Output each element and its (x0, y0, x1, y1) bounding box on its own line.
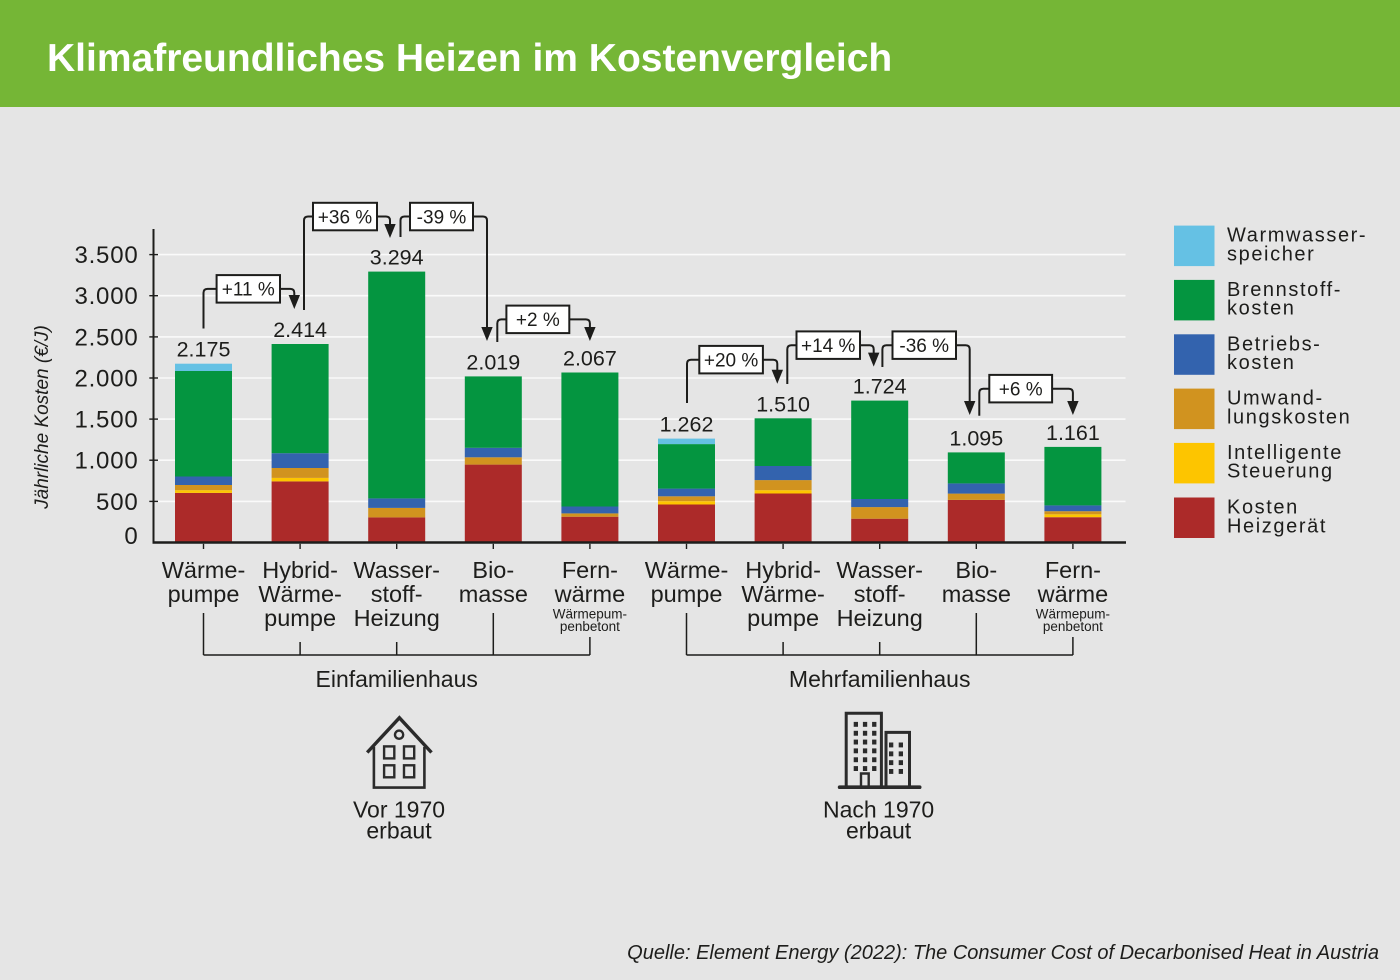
svg-text:Bio-: Bio- (472, 557, 514, 583)
svg-text:erbaut: erbaut (366, 818, 432, 844)
svg-text:pumpe: pumpe (651, 581, 723, 607)
svg-text:3.000: 3.000 (74, 283, 138, 310)
svg-text:Klimafreundliches Heizen im Ko: Klimafreundliches Heizen im Kostenvergle… (47, 37, 892, 80)
svg-text:Vor 1970: Vor 1970 (353, 797, 445, 823)
svg-text:Hybrid-: Hybrid- (262, 557, 338, 583)
svg-text:Umwand-: Umwand- (1227, 388, 1324, 410)
svg-text:Wärmepum-: Wärmepum- (553, 607, 627, 622)
svg-text:Wärme-: Wärme- (162, 557, 246, 583)
svg-text:Intelligente: Intelligente (1227, 442, 1343, 464)
svg-text:1.262: 1.262 (660, 413, 714, 437)
svg-text:Bio-: Bio- (955, 557, 997, 583)
svg-text:masse: masse (459, 581, 528, 607)
svg-text:Wärme-: Wärme- (741, 581, 825, 607)
svg-text:kosten: kosten (1227, 352, 1296, 374)
svg-text:+14 %: +14 % (801, 336, 856, 357)
svg-text:1.724: 1.724 (853, 375, 907, 399)
svg-text:Wasser-: Wasser- (353, 557, 440, 583)
svg-text:stoff-: stoff- (371, 581, 423, 607)
svg-text:pumpe: pumpe (747, 605, 819, 631)
svg-text:wärme: wärme (1037, 581, 1109, 607)
svg-text:Hybrid-: Hybrid- (745, 557, 821, 583)
svg-text:Fern-: Fern- (1045, 557, 1101, 583)
svg-text:-39 %: -39 % (417, 207, 467, 228)
svg-text:2.067: 2.067 (563, 347, 617, 371)
svg-text:pumpe: pumpe (168, 581, 240, 607)
svg-text:Nach 1970: Nach 1970 (823, 797, 934, 823)
svg-text:Wärme-: Wärme- (645, 557, 729, 583)
svg-text:+2 %: +2 % (516, 310, 560, 331)
svg-text:1.500: 1.500 (74, 407, 138, 434)
svg-text:Wasser-: Wasser- (836, 557, 923, 583)
svg-text:+36 %: +36 % (318, 207, 373, 228)
svg-text:Mehrfamilienhaus: Mehrfamilienhaus (789, 666, 971, 692)
svg-text:Quelle: Element Energy (2022):: Quelle: Element Energy (2022): The Consu… (627, 942, 1379, 964)
svg-text:Kosten: Kosten (1227, 497, 1299, 519)
svg-text:1.510: 1.510 (756, 392, 810, 416)
svg-text:penbetont: penbetont (560, 619, 620, 634)
svg-text:wärme: wärme (554, 581, 626, 607)
svg-text:2.019: 2.019 (466, 350, 520, 374)
svg-text:penbetont: penbetont (1043, 619, 1103, 634)
svg-text:Heizung: Heizung (837, 605, 923, 631)
svg-text:Heizgerät: Heizgerät (1227, 515, 1327, 537)
svg-text:stoff-: stoff- (854, 581, 906, 607)
svg-text:Einfamilienhaus: Einfamilienhaus (316, 666, 478, 692)
svg-text:Jährliche Kosten (€/J): Jährliche Kosten (€/J) (32, 325, 53, 510)
svg-text:1.161: 1.161 (1046, 421, 1100, 445)
svg-text:Wärmepum-: Wärmepum- (1036, 607, 1110, 622)
svg-text:2.000: 2.000 (74, 366, 138, 393)
svg-text:Betriebs-: Betriebs- (1227, 333, 1321, 355)
svg-text:-36 %: -36 % (899, 336, 949, 357)
svg-text:lungskosten: lungskosten (1227, 406, 1351, 428)
svg-text:Steuerung: Steuerung (1227, 461, 1334, 483)
svg-text:kosten: kosten (1227, 298, 1296, 320)
svg-text:2.500: 2.500 (74, 324, 138, 351)
svg-text:+11 %: +11 % (222, 280, 275, 301)
svg-text:masse: masse (942, 581, 1011, 607)
svg-text:1.000: 1.000 (74, 448, 138, 475)
svg-text:3.294: 3.294 (370, 246, 424, 270)
svg-text:+20 %: +20 % (704, 351, 759, 372)
svg-text:Heizung: Heizung (354, 605, 440, 631)
svg-text:erbaut: erbaut (846, 818, 912, 844)
svg-text:0: 0 (124, 523, 138, 550)
svg-text:3.500: 3.500 (74, 242, 138, 269)
svg-text:Brennstoff-: Brennstoff- (1227, 279, 1342, 301)
svg-text:Warmwasser-: Warmwasser- (1227, 225, 1367, 247)
svg-text:Fern-: Fern- (562, 557, 618, 583)
svg-text:500: 500 (96, 489, 138, 516)
svg-text:2.414: 2.414 (273, 318, 327, 342)
svg-text:Wärme-: Wärme- (258, 581, 342, 607)
svg-text:pumpe: pumpe (264, 605, 336, 631)
svg-text:+6 %: +6 % (999, 380, 1043, 401)
svg-text:speicher: speicher (1227, 243, 1315, 265)
svg-text:1.095: 1.095 (949, 426, 1003, 450)
svg-text:2.175: 2.175 (177, 338, 231, 362)
